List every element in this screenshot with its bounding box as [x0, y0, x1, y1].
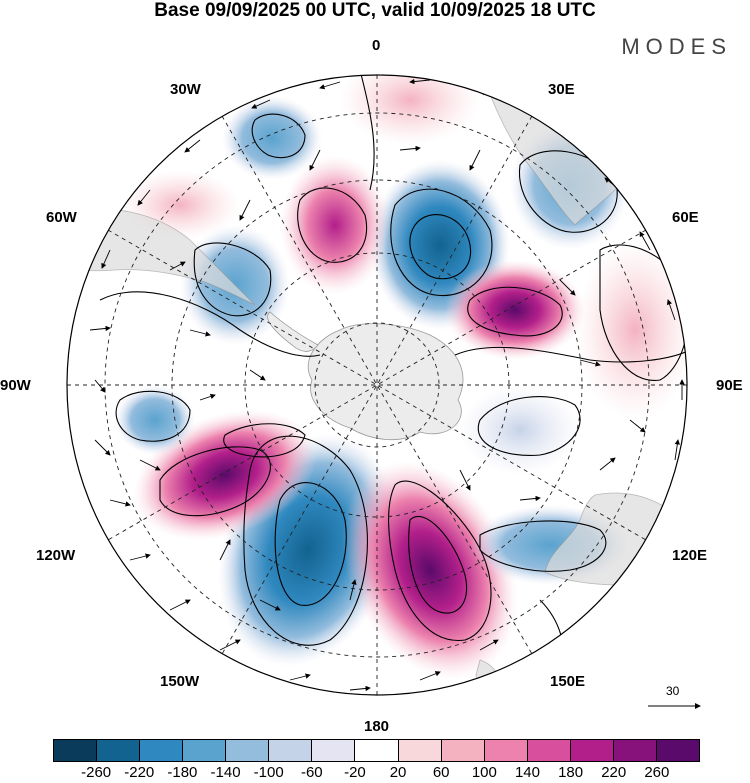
blob-pos-south-indian [342, 460, 518, 680]
blob-pos-west-australia [575, 240, 687, 420]
lon-label-60w: 60W [46, 209, 77, 226]
colorbar-label: -60 [300, 764, 323, 781]
colorbar-swatch [613, 740, 657, 761]
lon-label-120e: 120E [672, 547, 708, 564]
lon-label-90w: 90W [0, 377, 31, 394]
colorbar-swatch [54, 740, 98, 761]
reference-vector-value: 30 [666, 684, 680, 698]
blob-neg-pacific-mid [115, 385, 195, 455]
lon-label-120w: 120W [36, 547, 76, 564]
blob-pos-southwest-atlantic [280, 155, 390, 295]
colorbar [53, 739, 700, 762]
colorbar-label: 260 [644, 764, 670, 781]
colorbar-swatch [140, 740, 184, 761]
lon-label-180: 180 [364, 718, 390, 735]
colorbar-swatch [398, 740, 442, 761]
colorbar-swatch [656, 740, 699, 761]
colorbar-swatch [484, 740, 528, 761]
colorbar-swatch [441, 740, 485, 761]
colorbar-swatch [269, 740, 313, 761]
antarctica-landmass [307, 323, 464, 441]
colorbar-label: 100 [471, 764, 497, 781]
lon-label-150w: 150W [160, 673, 200, 690]
lon-label-90e: 90E [716, 377, 743, 394]
lon-label-0: 0 [372, 37, 381, 54]
colorbar-swatch [527, 740, 571, 761]
blob-pos-top [340, 75, 480, 145]
lon-label-60e: 60E [672, 209, 699, 226]
antarctic-peninsula [267, 311, 319, 352]
colorbar-label: 60 [432, 764, 450, 781]
brand-logo: MODES [621, 34, 732, 59]
colorbar-swatch [226, 740, 270, 761]
geopotential-contours [99, 75, 687, 681]
colorbar-swatch [183, 740, 227, 761]
south-america-landmass [67, 208, 256, 306]
colorbar-label: 20 [389, 764, 407, 781]
colorbar-swatch [355, 740, 399, 761]
colorbar-label: -140 [210, 764, 241, 781]
colorbar-swatch [312, 740, 356, 761]
map-border [66, 74, 688, 696]
graticule [67, 75, 687, 695]
colorbar-label: 220 [601, 764, 627, 781]
colorbar-label: -220 [124, 764, 155, 781]
lon-label-150e: 150E [550, 673, 586, 690]
map-title: Base 09/09/2025 00 UTC, valid 10/09/2025… [154, 0, 596, 21]
blob-pos-east-indian [445, 260, 585, 360]
colorbar-swatch [570, 740, 614, 761]
lon-label-30w: 30W [170, 81, 201, 98]
colorbar-label: -180 [167, 764, 198, 781]
colorbar-swatch [97, 740, 141, 761]
colorbar-label: -260 [81, 764, 112, 781]
colorbar-label: 180 [558, 764, 584, 781]
lon-label-30e: 30E [548, 81, 575, 98]
colorbar-label: 140 [514, 764, 540, 781]
colorbar-label: -100 [253, 764, 284, 781]
colorbar-label: -20 [344, 764, 366, 781]
